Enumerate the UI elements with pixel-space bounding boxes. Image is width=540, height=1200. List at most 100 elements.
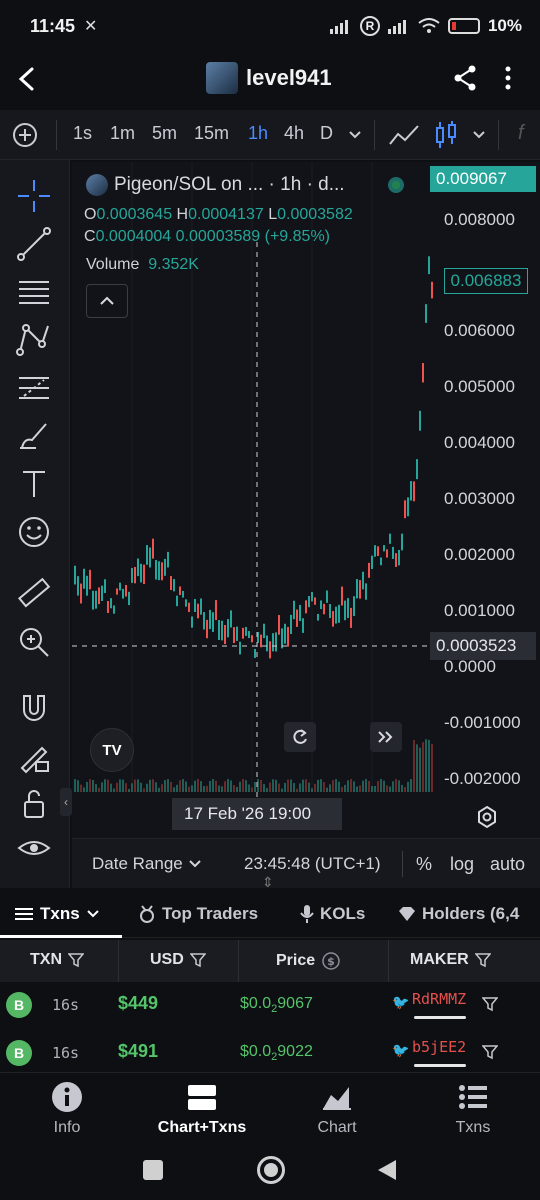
volume-bar bbox=[122, 779, 124, 792]
microphone-icon bbox=[300, 905, 314, 923]
filter-maker-icon[interactable] bbox=[482, 996, 498, 1012]
share-icon[interactable] bbox=[452, 64, 478, 92]
timeframe-1h[interactable]: 1h bbox=[248, 123, 269, 143]
tab-top-traders[interactable]: Top Traders bbox=[138, 904, 258, 924]
maker-address[interactable]: b5jEE2 bbox=[412, 1038, 467, 1056]
volume-bar bbox=[161, 784, 163, 792]
tradingview-logo[interactable]: TV bbox=[90, 728, 134, 772]
text-tool-icon[interactable] bbox=[16, 466, 52, 502]
candle bbox=[431, 281, 433, 299]
volume-bar bbox=[389, 786, 391, 792]
eye-icon[interactable] bbox=[16, 832, 52, 868]
magnet-icon[interactable] bbox=[16, 690, 52, 726]
utc-clock[interactable]: 23:45:48 (UTC+1) bbox=[244, 854, 381, 873]
candle bbox=[278, 615, 280, 635]
unlock-icon[interactable] bbox=[16, 786, 52, 822]
candle bbox=[410, 481, 412, 501]
chevron-down-icon[interactable] bbox=[348, 130, 362, 140]
filter-maker-icon[interactable] bbox=[482, 1044, 498, 1060]
volume-bar bbox=[221, 786, 223, 792]
candle bbox=[152, 538, 154, 559]
auto-toggle[interactable]: auto bbox=[490, 854, 526, 874]
candle bbox=[269, 641, 271, 659]
zoom-in-icon[interactable] bbox=[16, 624, 52, 660]
reset-chart-button[interactable] bbox=[284, 722, 316, 752]
volume-bar bbox=[155, 782, 157, 792]
pattern-icon[interactable] bbox=[16, 322, 52, 358]
filter-icon-2[interactable] bbox=[189, 952, 206, 968]
nav-chart[interactable]: Chart bbox=[272, 1081, 402, 1137]
collapse-legend-button[interactable] bbox=[86, 284, 128, 318]
brush-icon[interactable] bbox=[16, 418, 52, 454]
date-range-dropdown[interactable]: Date Range bbox=[92, 854, 201, 874]
volume-bar bbox=[242, 779, 244, 792]
add-indicator-icon[interactable] bbox=[12, 122, 38, 148]
crosshair-icon[interactable] bbox=[16, 178, 52, 214]
candle bbox=[254, 648, 256, 658]
tab-txns[interactable]: Txns bbox=[14, 904, 100, 924]
volume-bar bbox=[167, 779, 169, 792]
maker-address[interactable]: RdRMMZ bbox=[412, 990, 467, 1008]
trend-line-icon[interactable] bbox=[16, 226, 52, 262]
timeframe-5m[interactable]: 5m bbox=[152, 123, 178, 143]
price-chart[interactable]: 0.008000 0.006000 0.005000 0.004000 0.003000… bbox=[72, 162, 540, 840]
timeframe-1s[interactable]: 1s bbox=[73, 123, 93, 143]
column-txn[interactable]: TXN bbox=[30, 951, 84, 969]
log-toggle[interactable]: log bbox=[450, 854, 475, 874]
nav-info[interactable]: Info bbox=[2, 1081, 132, 1137]
volume-bar bbox=[203, 786, 205, 792]
emoji-icon[interactable] bbox=[16, 514, 52, 550]
price-axis-label: -0.002000 bbox=[444, 769, 521, 788]
more-options-icon[interactable] bbox=[502, 64, 514, 92]
tab-holders[interactable]: Holders (6,4 bbox=[398, 904, 519, 924]
chart-footer-bar: Date Range 23:45:48 (UTC+1) % log auto bbox=[72, 838, 540, 888]
scroll-to-realtime-button[interactable] bbox=[370, 722, 402, 752]
formula-icon[interactable]: f bbox=[518, 122, 524, 144]
recents-button[interactable] bbox=[143, 1160, 163, 1180]
candle bbox=[98, 587, 100, 605]
collapse-sidebar-toggle[interactable]: ‹ bbox=[60, 788, 72, 816]
volume-bar bbox=[290, 779, 292, 792]
buy-badge: B bbox=[6, 992, 32, 1018]
forecast-icon[interactable] bbox=[16, 370, 52, 406]
nav-txns[interactable]: Txns bbox=[408, 1081, 538, 1137]
tab-kols[interactable]: KOLs bbox=[300, 904, 365, 924]
candlestick-chart-icon[interactable] bbox=[434, 120, 458, 150]
table-row[interactable]: B 16s $491 $0.029022 🐦 b5jEE2 bbox=[0, 1030, 540, 1078]
timeframe-4h[interactable]: 4h bbox=[284, 123, 305, 143]
chart-settings-icon[interactable] bbox=[474, 804, 500, 830]
candle bbox=[407, 497, 409, 517]
volume-bar bbox=[302, 779, 304, 792]
tab-holders-label: Holders (6,4 bbox=[422, 904, 520, 923]
filter-icon-3[interactable] bbox=[474, 952, 491, 968]
filter-icon[interactable] bbox=[68, 952, 84, 968]
volume-bar bbox=[143, 788, 145, 792]
table-row[interactable]: B 16s $449 $0.029067 🐦 RdRMMZ bbox=[0, 982, 540, 1030]
candle bbox=[161, 562, 163, 581]
timeframe-d[interactable]: D bbox=[320, 123, 333, 143]
candle bbox=[263, 623, 265, 639]
wifi-icon bbox=[418, 18, 440, 33]
resize-handle-icon[interactable]: ⇕ bbox=[262, 874, 274, 890]
candle bbox=[380, 557, 382, 566]
back-arrow-icon[interactable] bbox=[16, 66, 40, 92]
column-maker[interactable]: MAKER bbox=[410, 951, 491, 969]
column-price[interactable]: Price $ bbox=[276, 951, 341, 971]
volume-bar bbox=[230, 780, 232, 792]
column-usd[interactable]: USD bbox=[150, 951, 206, 969]
timeframe-1m[interactable]: 1m bbox=[110, 123, 136, 143]
nav-chart-txns[interactable]: Chart+Txns bbox=[137, 1081, 267, 1137]
percent-toggle[interactable]: % bbox=[416, 854, 433, 874]
back-button[interactable] bbox=[376, 1158, 398, 1182]
home-button[interactable] bbox=[257, 1156, 285, 1184]
fib-lines-icon[interactable] bbox=[16, 274, 52, 310]
candle bbox=[221, 620, 223, 641]
chevron-down-icon-2[interactable] bbox=[472, 130, 486, 140]
line-chart-type-icon[interactable] bbox=[388, 122, 420, 148]
timeframe-15m[interactable]: 15m bbox=[194, 123, 230, 143]
ruler-icon[interactable] bbox=[16, 576, 52, 612]
currency-toggle-icon[interactable]: $ bbox=[321, 951, 341, 971]
signal-icon bbox=[329, 20, 348, 34]
volume-bar bbox=[338, 781, 340, 792]
lock-drawing-icon[interactable] bbox=[16, 738, 52, 774]
